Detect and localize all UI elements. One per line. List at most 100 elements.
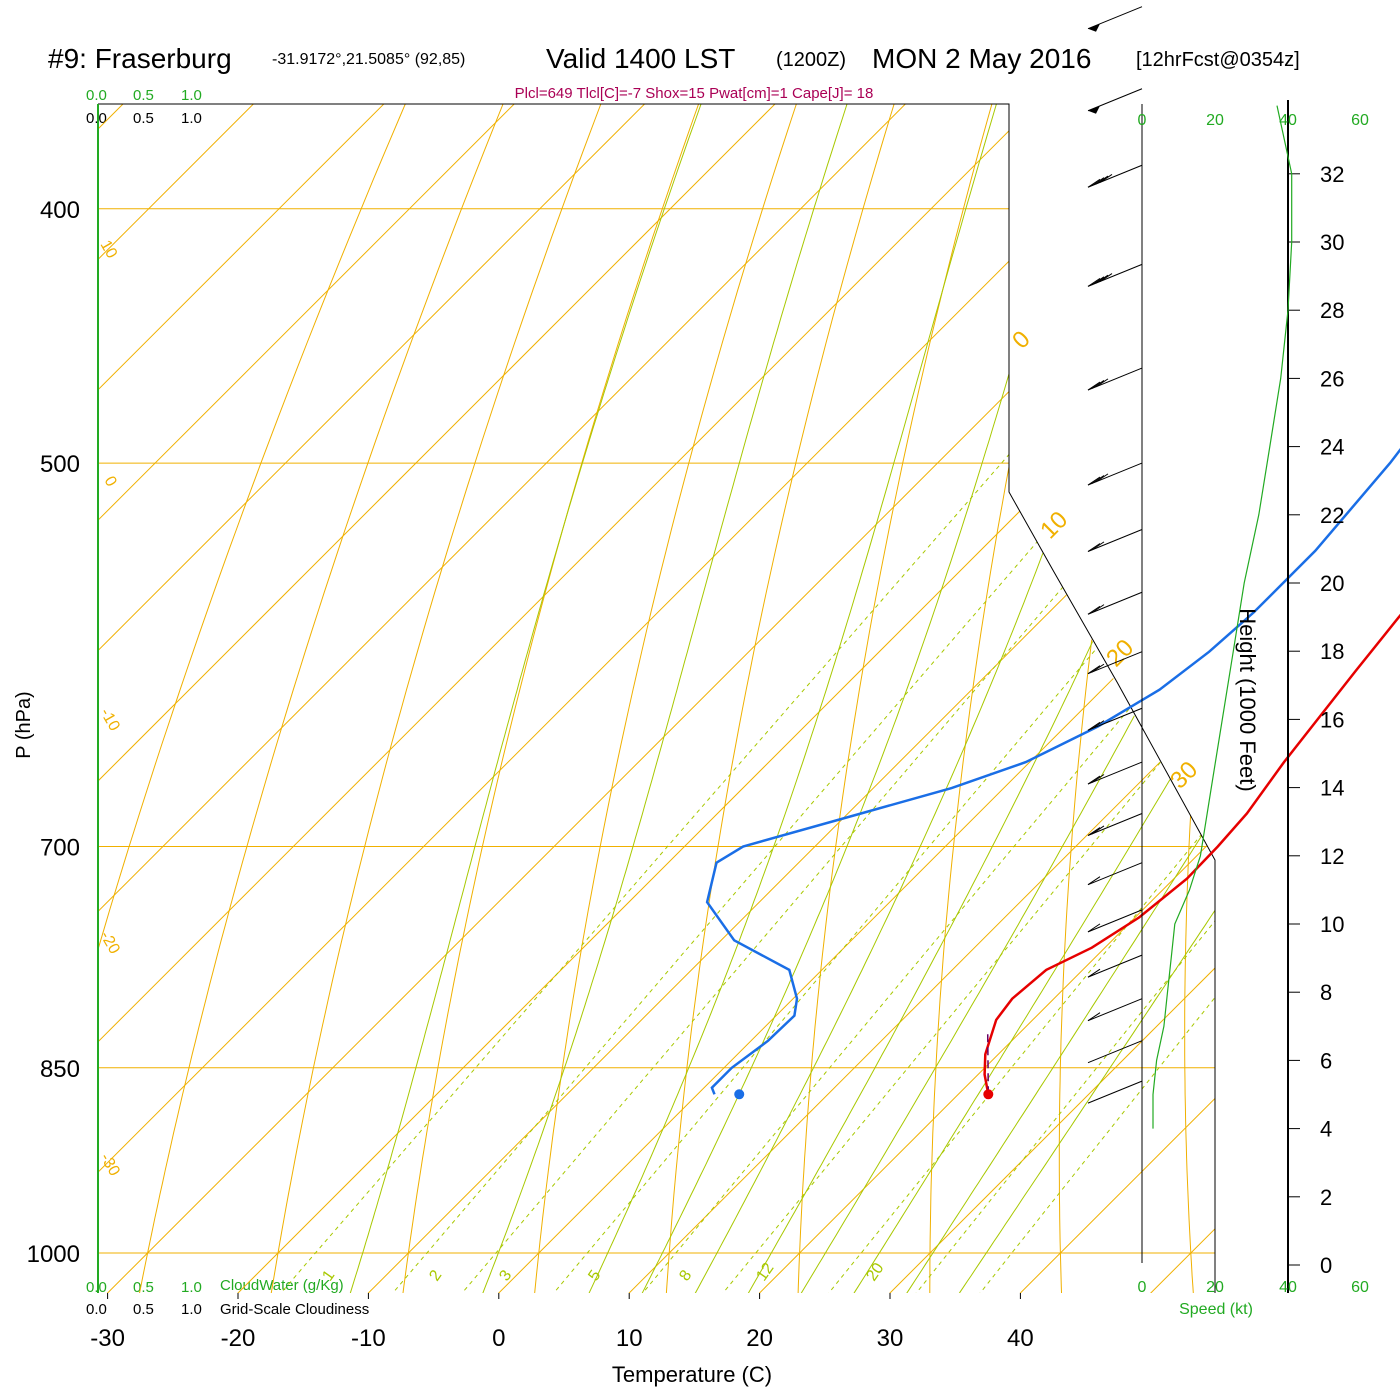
moist-adiabat-20 <box>732 104 1215 1293</box>
dry-adiabat-label--10: -10 <box>97 706 123 735</box>
sounding-indices: Plcl=649 Tlcl[C]=-7 Shox=15 Pwat[cm]=1 C… <box>515 85 874 102</box>
isotherm-label-10: 10 <box>1035 506 1073 544</box>
height-tick-4: 4 <box>1320 1117 1332 1142</box>
wind-barb-feather <box>1091 663 1105 673</box>
parcel-trace <box>986 1030 990 1095</box>
mixing-ratio-3 <box>448 208 1215 1293</box>
cloudwater-title: CloudWater (g/Kg) <box>220 1277 344 1294</box>
dry-adiabat-20 <box>796 104 1147 1293</box>
wind-barb-830 <box>1087 1040 1143 1064</box>
isotherm--40 <box>98 104 1215 1293</box>
valid-time: Valid 1400 LST <box>546 43 735 74</box>
cloudiness-top-2: 1.0 <box>181 110 202 127</box>
isotherm--70 <box>98 104 1215 1293</box>
wind-barb-feather <box>1087 827 1101 836</box>
temperature-trace <box>983 613 1400 1095</box>
station-title: #9: Fraserburg <box>48 43 232 74</box>
cloudiness-top-labels: 0.0 0.5 1.0 <box>86 110 202 127</box>
wind-barb-feather <box>1095 378 1109 388</box>
height-tick-28: 28 <box>1320 298 1344 323</box>
temperature-axis: -30 -20 -10 0 10 20 30 40 <box>90 1293 1034 1352</box>
moist-adiabat--10 <box>341 104 891 1293</box>
speed-bottom-0: 0 <box>1138 1279 1147 1296</box>
wind-barb-feather <box>1099 174 1113 183</box>
wind-barb-420 <box>1087 263 1143 287</box>
speed-axis-labels: 0 20 40 60 0 20 40 60 Speed (kt) <box>1138 112 1369 1318</box>
moist-adiabat-8 <box>576 104 1155 1293</box>
moist-adiabat-32 <box>889 104 1215 1293</box>
cloudiness-bottom-2: 1.0 <box>181 1301 202 1318</box>
pressure-tick-400: 400 <box>40 197 80 224</box>
isotherm--120 <box>98 104 601 1293</box>
wind-barb-500 <box>1087 462 1143 486</box>
speed-bottom-60: 60 <box>1351 1279 1369 1296</box>
height-tick-20: 20 <box>1320 571 1344 596</box>
temp-tick-10: 10 <box>616 1325 643 1352</box>
wind-barb-staff <box>1087 651 1143 675</box>
wind-barb-590 <box>1087 651 1143 675</box>
mixing-ratio-label-3: 3 <box>496 1267 515 1284</box>
height-tick-18: 18 <box>1320 639 1344 664</box>
mixing-ratio-label-2: 2 <box>426 1267 445 1284</box>
cloudwater-bottom-0: 0.0 <box>86 1279 107 1296</box>
temp-tick-40: 40 <box>1007 1325 1034 1352</box>
temp-tick--30: -30 <box>90 1325 125 1352</box>
wind-barb-335 <box>1087 6 1143 32</box>
wind-barb-feather <box>1091 276 1105 286</box>
cloudiness-bottom-0: 0.0 <box>86 1301 107 1318</box>
wind-barb-feather <box>1087 381 1101 391</box>
pressure-tick-700: 700 <box>40 835 80 862</box>
moist-adiabat-0 <box>471 104 1021 1293</box>
mixing-ratio-label-20: 20 <box>863 1260 887 1284</box>
wind-barb-560 <box>1087 591 1143 615</box>
wind-barb-feather <box>1087 277 1101 287</box>
sounding-traces <box>705 448 1400 1100</box>
isotherm--90 <box>98 104 992 1293</box>
speed-top-40: 40 <box>1279 112 1297 129</box>
speed-top-20: 20 <box>1206 112 1224 129</box>
height-tick-2: 2 <box>1320 1185 1332 1210</box>
cloudwater-top-1: 0.5 <box>133 87 154 104</box>
zulu-time: (1200Z) <box>776 49 846 71</box>
mixing-ratio-20 <box>815 208 1215 1293</box>
wind-barb-staff <box>1087 862 1143 886</box>
mixing-ratio-5 <box>540 208 1215 1293</box>
isotherm-0 <box>472 104 1215 1293</box>
y-axis-title: P (hPa) <box>13 691 35 758</box>
dry-adiabat-40 <box>1058 104 1215 1293</box>
wind-barb-feather <box>1099 273 1113 283</box>
surface-dewpoint-dot <box>734 1089 745 1100</box>
dry-adiabat-label--20: -20 <box>97 929 123 958</box>
dry-adiabat-30 <box>929 104 1215 1293</box>
wind-barb-360 <box>1087 88 1143 114</box>
temp-tick-30: 30 <box>877 1325 904 1352</box>
isotherm-30 <box>863 104 1215 1293</box>
dry-adiabat--40 <box>98 104 626 1293</box>
station-coords: -31.9172°,21.5085° (92,85) <box>272 51 465 68</box>
wind-barb-feather <box>1087 876 1101 886</box>
dewpoint-trace <box>705 448 1400 1095</box>
dry-adiabat-label-0: 0 <box>101 474 120 490</box>
height-tick-24: 24 <box>1320 435 1344 460</box>
pressure-tick-500: 500 <box>40 451 80 478</box>
wind-barb-530 <box>1087 529 1143 552</box>
height-tick-26: 26 <box>1320 366 1344 391</box>
cloudwater-top-0: 0.0 <box>86 87 107 104</box>
wind-barb-460 <box>1087 367 1143 391</box>
wind-barb-710 <box>1087 862 1143 886</box>
temp-tick--20: -20 <box>221 1325 256 1352</box>
wind-barb-feather <box>1087 721 1101 731</box>
wind-barb-pennant <box>1088 23 1100 32</box>
wind-barb-feather <box>1091 604 1105 614</box>
isotherm--60 <box>98 104 1215 1293</box>
wind-barb-feather <box>1095 274 1109 284</box>
isotherm-label-30: 30 <box>1165 756 1203 794</box>
forecast-run: [12hrFcst@0354z] <box>1136 49 1300 71</box>
wind-barb-staff <box>1087 591 1143 615</box>
pressure-axis: 2503004005007008501000 <box>27 197 80 1268</box>
wind-barb-staff <box>1087 954 1143 978</box>
height-tick-12: 12 <box>1320 844 1344 869</box>
isotherm-label-0: 0 <box>1007 326 1036 355</box>
